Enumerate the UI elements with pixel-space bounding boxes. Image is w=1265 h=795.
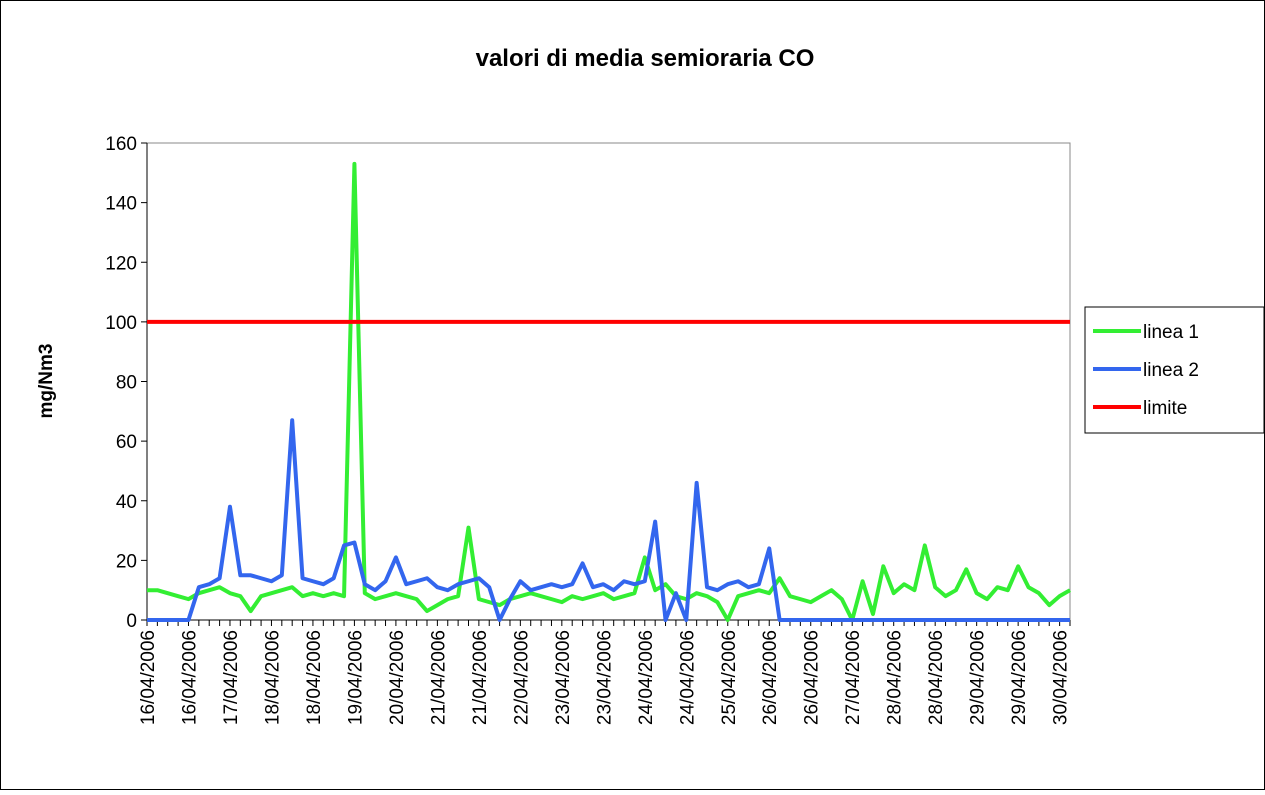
y-tick-label: 140: [105, 194, 137, 215]
legend-label: linea 1: [1143, 322, 1199, 343]
x-tick-label: 28/04/2006: [926, 630, 947, 725]
series-line: [147, 161, 1071, 622]
y-tick-label: 80: [116, 373, 137, 394]
x-tick-label: 18/04/2006: [304, 630, 325, 725]
chart-title: valori di media semioraria CO: [476, 45, 815, 72]
x-tick-label: 23/04/2006: [594, 630, 615, 725]
x-tick-label: 16/04/2006: [179, 630, 200, 725]
y-tick-label: 160: [105, 134, 137, 155]
y-tick-label: 100: [105, 313, 137, 334]
x-tick-label: 18/04/2006: [262, 630, 283, 725]
y-tick-label: 0: [126, 611, 137, 632]
x-tick-label: 29/04/2006: [1009, 630, 1030, 725]
x-tick-label: 17/04/2006: [221, 630, 242, 725]
x-tick-label: 25/04/2006: [719, 630, 740, 725]
y-tick-label: 40: [116, 492, 137, 513]
x-tick-label: 20/04/2006: [387, 630, 408, 725]
x-tick-label: 19/04/2006: [345, 630, 366, 725]
y-tick-label: 20: [116, 551, 137, 572]
y-tick-label: 120: [105, 253, 137, 274]
x-tick-label: 24/04/2006: [636, 630, 657, 725]
x-tick-label: 29/04/2006: [968, 630, 989, 725]
x-tick-label: 21/04/2006: [428, 630, 449, 725]
legend-label: linea 2: [1143, 360, 1199, 381]
series-line: [147, 418, 1070, 622]
x-tick-label: 26/04/2006: [802, 630, 823, 725]
x-tick-label: 28/04/2006: [885, 630, 906, 725]
x-tick-label: 23/04/2006: [553, 630, 574, 725]
x-tick-label: 16/04/2006: [138, 630, 159, 725]
x-tick-label: 27/04/2006: [843, 630, 864, 725]
x-tick-label: 22/04/2006: [511, 630, 532, 725]
x-tick-label: 26/04/2006: [760, 630, 781, 725]
legend-label: limite: [1143, 398, 1187, 419]
x-tick-label: 24/04/2006: [677, 630, 698, 725]
x-tick-label: 21/04/2006: [470, 630, 491, 725]
x-tick-label: 30/04/2006: [1051, 630, 1072, 725]
y-axis-label: mg/Nm3: [36, 344, 57, 419]
y-tick-label: 60: [116, 432, 137, 453]
